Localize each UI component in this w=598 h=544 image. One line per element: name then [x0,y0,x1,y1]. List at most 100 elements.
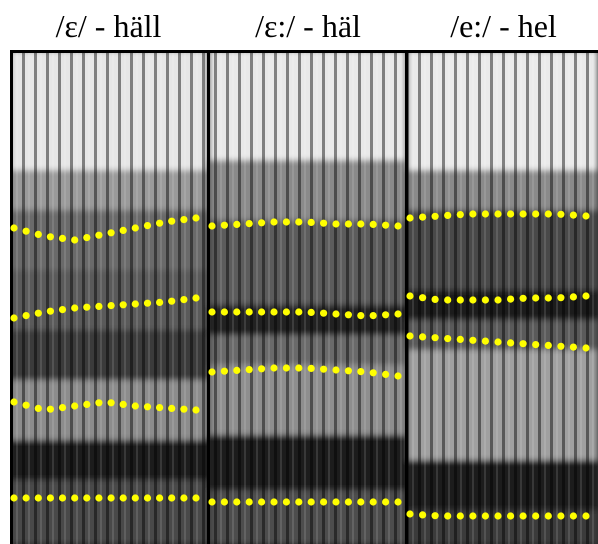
formant-dot-p1-f3 [95,399,103,407]
formant-dot-p2-f1 [258,219,266,227]
formant-dot-p2-f2 [245,308,253,316]
formant-dot-p2-f3 [208,368,216,376]
formant-dot-p1-f2 [83,303,91,311]
panel-border-top [10,50,598,53]
panel-label-hall: /ɛ/ - häll [55,8,162,44]
formant-dot-p3-f2 [406,292,414,300]
formant-dot-p3-f1 [532,210,540,218]
formant-dot-p2-f1 [394,222,402,230]
formant-dot-p3-f3 [444,335,452,343]
formant-dot-p2-f3 [258,365,266,373]
panel-labels: /ɛ/ - häll /ɛ:/ - häl /e:/ - hel [0,0,598,50]
formant-dot-p3-f4 [507,512,515,520]
formant-dot-p2-f1 [307,218,315,226]
formant-dot-p1-f1 [83,234,91,242]
formant-dot-p3-f3 [481,337,489,345]
formant-dot-p2-f3 [369,369,377,377]
formant-dot-p3-f2 [519,294,527,302]
formant-dot-p3-f2 [569,293,578,301]
formant-dot-p2-f4 [307,498,315,506]
formant-dot-p1-f4 [143,494,152,502]
formant-dot-p1-f2 [71,304,79,312]
formant-dot-p3-f4 [544,512,552,520]
formant-dot-p3-f4 [469,512,477,520]
formant-dot-p3-f4 [494,512,502,520]
formant-dot-p3-f1 [557,210,565,218]
formant-dot-p2-f3 [295,364,303,372]
formant-dot-p3-f1 [456,211,464,219]
formant-dot-p2-f3 [245,366,253,374]
formant-dot-p3-f2 [544,294,552,302]
formant-dot-p3-f2 [582,292,590,300]
formant-dot-p1-f2 [192,294,200,302]
formant-dot-p2-f2 [344,311,352,319]
formant-dot-p2-f4 [369,498,377,506]
formant-dot-p1-f4 [71,494,79,502]
formant-dot-p3-f3 [431,334,439,342]
formant-dot-p1-f4 [119,494,127,502]
formant-dot-p1-f4 [192,494,200,502]
formant-dot-p2-f3 [344,367,352,375]
formant-dot-p1-f2 [34,309,42,317]
panel-2-spectrogram [209,50,406,544]
formant-dot-p1-f1 [22,227,30,235]
formant-dot-p3-f1 [419,213,427,221]
spectrogram-figure [10,50,598,544]
formant-dot-p2-f1 [245,220,253,228]
formant-dot-p1-f2 [168,297,176,305]
formant-dot-p2-f1 [369,220,377,228]
formant-dot-p1-f2 [180,296,188,304]
formant-dot-p3-f2 [481,296,489,304]
formant-dot-p2-f4 [357,498,365,506]
formant-dot-p2-f2 [332,310,340,318]
formant-dot-p1-f3 [192,406,200,414]
formant-dot-p3-f2 [532,294,540,302]
formant-dot-p3-f1 [494,210,502,218]
formant-dot-p2-f4 [295,498,303,506]
formant-dot-p3-f4 [519,512,527,520]
formant-dot-p2-f4 [245,498,253,506]
formant-dot-p2-f3 [394,372,402,380]
formant-dot-p3-f2 [419,294,427,302]
formant-dot-p2-f2 [307,308,315,316]
formant-dot-p1-f4 [107,494,115,502]
formant-dot-p1-f2 [107,302,115,310]
formant-dot-p2-f2 [220,308,228,316]
formant-dot-p1-f1 [95,231,103,239]
formant-dot-p3-f4 [481,512,489,520]
formant-dot-p1-f1 [156,219,164,227]
formant-dot-p1-f2 [156,298,164,306]
formant-dot-p1-f4 [83,494,91,502]
formant-dot-p1-f2 [58,306,67,314]
formant-dot-p3-f3 [557,342,565,350]
formant-dot-p2-f1 [357,220,365,228]
formant-dot-p1-f1 [46,233,55,241]
formant-dot-p2-f3 [233,366,241,374]
formant-dot-p3-f4 [557,512,565,520]
formant-dot-p3-f3 [532,341,540,349]
formant-dot-p3-f1 [431,212,439,220]
formant-dot-p2-f3 [332,366,340,374]
formant-dot-p3-f3 [419,333,427,341]
formant-dot-p1-f2 [95,302,103,310]
formant-dot-p2-f1 [220,221,228,229]
spectrogram-svg [10,50,598,544]
formant-dot-p2-f2 [270,308,278,316]
formant-dot-p1-f3 [22,401,30,409]
formant-dot-p2-f3 [282,364,290,372]
formant-dot-p1-f2 [131,300,139,308]
formant-dot-p1-f1 [34,230,42,238]
formant-dot-p1-f3 [34,404,42,412]
formant-dot-p3-f2 [494,296,502,304]
formant-dot-p1-f3 [71,402,79,410]
formant-dot-p2-f4 [282,498,290,506]
formant-dot-p2-f2 [258,308,266,316]
formant-dot-p1-f3 [119,400,127,408]
formant-dot-p2-f2 [320,309,328,317]
formant-dot-p3-f3 [469,336,477,344]
formant-dot-p2-f2 [282,308,290,316]
formant-dot-p1-f4 [131,494,139,502]
formant-dot-p2-f1 [382,221,390,229]
panel-divider-1 [207,50,210,544]
formant-dot-p1-f4 [34,494,42,502]
